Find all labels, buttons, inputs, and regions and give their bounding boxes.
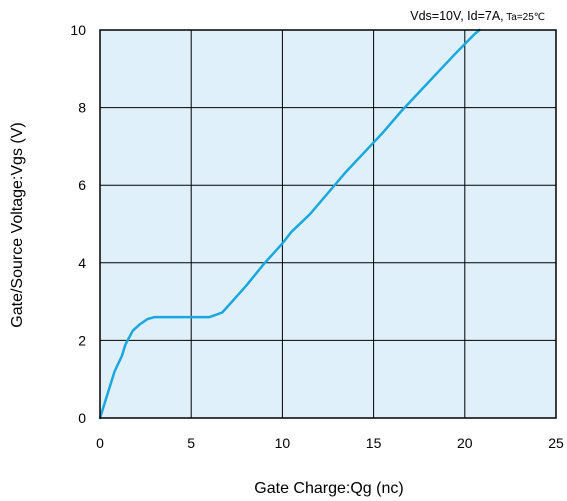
x-tick-label: 20 [457,435,473,451]
plot-area [100,30,556,418]
x-tick-label: 25 [548,435,564,451]
y-tick-label: 6 [78,177,86,193]
test-conditions-temperature: Ta=25℃ [504,12,545,23]
y-tick-label: 4 [78,255,86,271]
test-conditions: Vds=10V, Id=7A, Ta=25℃ [410,9,545,23]
y-tick-labels: 0 2 4 6 8 10 [70,22,86,426]
plot-frame [99,29,557,419]
x-tick-label: 15 [366,435,382,451]
y-tick-label: 2 [78,332,86,348]
x-axis-label: Gate Charge:Qg (nc) [254,480,403,497]
y-tick-label: 0 [78,410,86,426]
x-tick-labels: 0 5 10 15 20 25 [96,435,564,451]
y-tick-label: 8 [78,100,86,116]
test-conditions-main: Vds=10V, Id=7A, [410,9,503,23]
grid-lines [100,30,556,418]
y-tick-label: 10 [70,22,86,38]
y-axis-label: Gate/Source Voltage:Vgs (V) [9,122,26,327]
x-tick-label: 10 [275,435,291,451]
x-tick-label: 5 [187,435,195,451]
x-tick-label: 0 [96,435,104,451]
vgs-vs-qg-line [98,28,481,420]
